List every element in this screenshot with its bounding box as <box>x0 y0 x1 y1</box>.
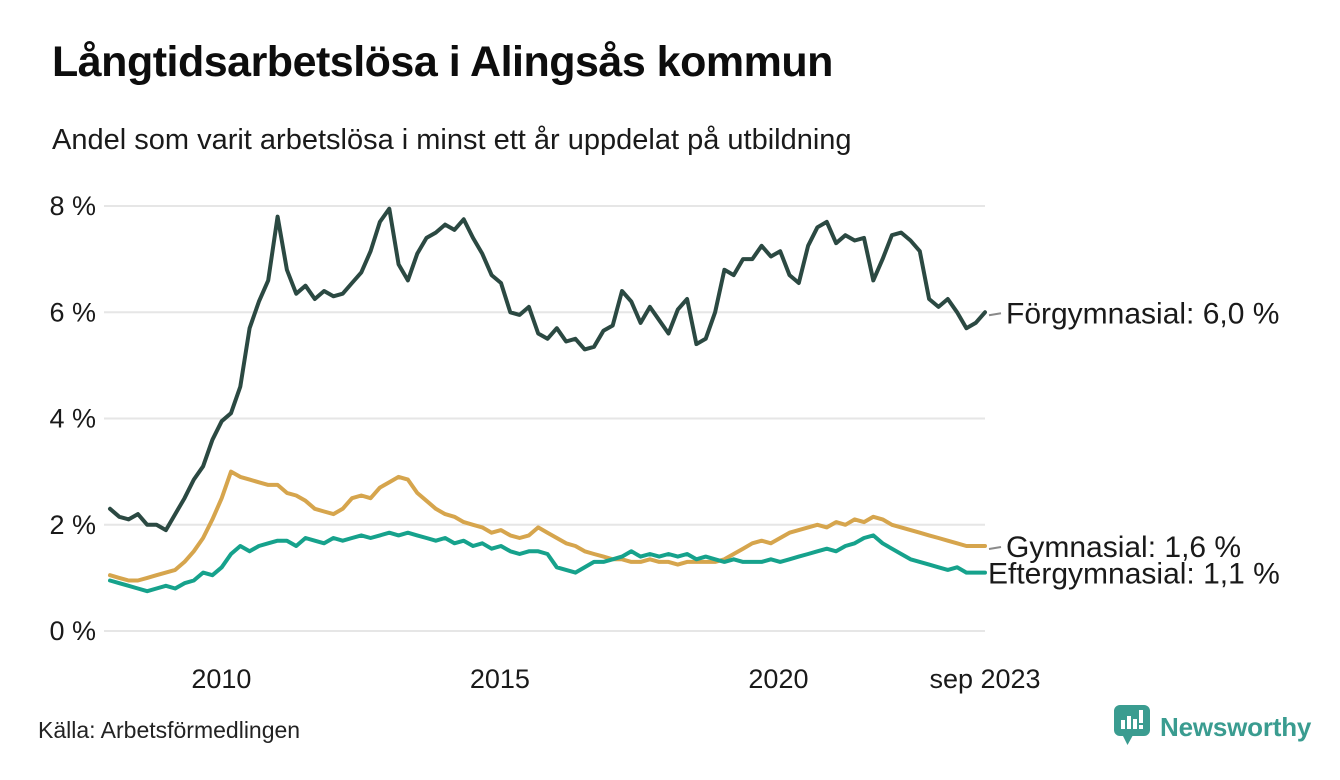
label-connector <box>988 312 1002 317</box>
series-end-label-förgymnasial: Förgymnasial: 6,0 % <box>1006 297 1279 330</box>
series-end-label-eftergymnasial: Eftergymnasial: 1,1 % <box>988 558 1280 591</box>
x-tick-label: sep 2023 <box>929 664 1040 694</box>
brand-logo: Newsworthy <box>1113 704 1311 750</box>
y-tick-label: 2 % <box>49 510 96 540</box>
series-line-gymnasial <box>108 469 987 583</box>
y-tick-label: 0 % <box>49 616 96 646</box>
x-tick-label: 2015 <box>470 664 530 694</box>
series-end-label-gymnasial: Gymnasial: 1,6 % <box>1006 531 1241 564</box>
label-connector <box>988 546 1002 550</box>
source-note: Källa: Arbetsförmedlingen <box>38 717 301 743</box>
y-tick-label: 6 % <box>49 297 96 327</box>
chart-subtitle: Andel som varit arbetslösa i minst ett å… <box>52 124 852 156</box>
newsworthy-icon <box>1114 705 1150 745</box>
series-line-eftergymnasial <box>108 530 987 594</box>
x-tick-label: 2020 <box>748 664 808 694</box>
y-tick-label: 4 % <box>49 404 96 434</box>
y-tick-label: 8 % <box>49 191 96 221</box>
series-line-förgymnasial <box>108 206 987 533</box>
x-tick-label: 2010 <box>191 664 251 694</box>
brand-name: Newsworthy <box>1160 711 1312 742</box>
page-title: Långtidsarbetslösa i Alingsås kommun <box>52 38 833 86</box>
